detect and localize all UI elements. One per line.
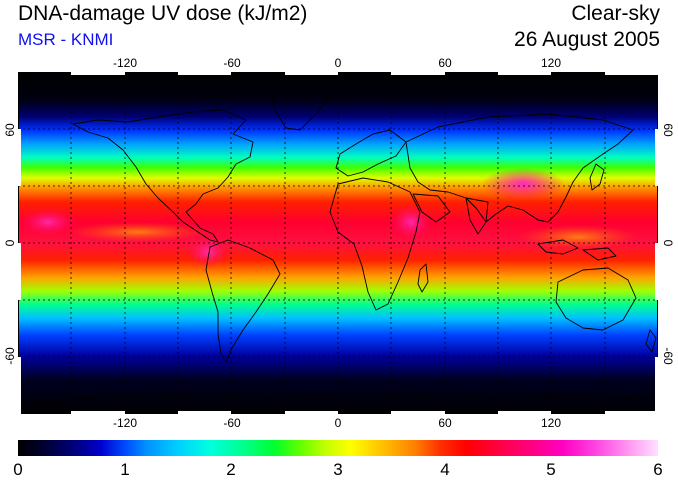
uv-dose-map [18,72,658,414]
lon-label-bottom: -60 [223,416,241,430]
colorbar-tick: 1 [120,460,130,479]
colorbar-tick: 5 [546,460,556,479]
lon-label-top: 120 [540,56,562,70]
lon-label-top: 60 [438,56,452,70]
lat-label-right: -60 [661,347,675,365]
sky-condition: Clear-sky [571,2,660,25]
lon-label-top: 0 [334,56,342,70]
lon-label-bottom: 120 [540,416,562,430]
lat-label-right: 0 [661,239,675,247]
graticule [18,72,658,414]
lon-label-top: -60 [223,56,241,70]
coastlines [18,87,658,403]
colorbar-tick: 3 [333,460,343,479]
map-source: MSR - KNMI [18,30,114,49]
high-uv-region [481,168,565,200]
frame-ticks [18,72,658,414]
cloud-region [518,225,638,249]
lon-label-top: -120 [112,56,138,70]
color-scale-bar [18,440,658,456]
lat-label-right: 60 [661,123,675,137]
high-uv-region [389,204,433,240]
lon-label-bottom: -120 [112,416,138,430]
colorbar-tick: 4 [440,460,450,479]
map-date: 26 August 2005 [514,28,660,51]
lat-label-left: 60 [3,123,17,137]
map-title: DNA-damage UV dose (kJ/m2) [18,2,308,25]
high-uv-region [18,208,78,236]
colorbar-tick: 0 [13,460,23,479]
lon-label-bottom: 0 [334,416,342,430]
high-uv-region [186,236,230,268]
lon-label-bottom: 60 [438,416,452,430]
lat-label-left: -60 [3,347,17,365]
colorbar-tick: 2 [226,460,236,479]
cloud-region [68,222,208,242]
lat-label-left: 0 [3,239,17,247]
colorbar-tick: 6 [653,460,663,479]
